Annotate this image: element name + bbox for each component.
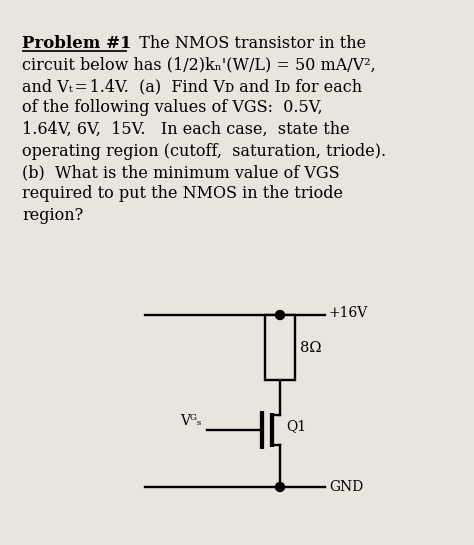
Text: Problem #1: Problem #1 bbox=[22, 35, 131, 52]
Text: The NMOS transistor in the: The NMOS transistor in the bbox=[129, 35, 366, 52]
Text: required to put the NMOS in the triode: required to put the NMOS in the triode bbox=[22, 185, 343, 203]
Text: GND: GND bbox=[329, 480, 363, 494]
Bar bbox=[265, 315, 295, 380]
Circle shape bbox=[275, 311, 284, 319]
Text: Q1: Q1 bbox=[286, 419, 306, 433]
Text: circuit below has (1/2)kₙ'(W/L) = 50 mA/V²,: circuit below has (1/2)kₙ'(W/L) = 50 mA/… bbox=[22, 57, 376, 74]
Text: and Vₜ = 1.4V.  (a)  Find Vᴅ and Iᴅ for each: and Vₜ = 1.4V. (a) Find Vᴅ and Iᴅ for ea… bbox=[22, 78, 362, 95]
Text: +16V: +16V bbox=[329, 306, 368, 320]
Text: 1.64V, 6V,  15V.   In each case,  state the: 1.64V, 6V, 15V. In each case, state the bbox=[22, 121, 350, 138]
Text: operating region (cutoff,  saturation, triode).: operating region (cutoff, saturation, tr… bbox=[22, 142, 386, 160]
Text: Vᴳₛ: Vᴳₛ bbox=[181, 414, 202, 428]
Text: 8Ω: 8Ω bbox=[300, 341, 321, 354]
Text: region?: region? bbox=[22, 207, 83, 224]
Text: of the following values of VGS:  0.5V,: of the following values of VGS: 0.5V, bbox=[22, 100, 323, 117]
Circle shape bbox=[275, 482, 284, 492]
Text: (b)  What is the minimum value of VGS: (b) What is the minimum value of VGS bbox=[22, 164, 340, 181]
